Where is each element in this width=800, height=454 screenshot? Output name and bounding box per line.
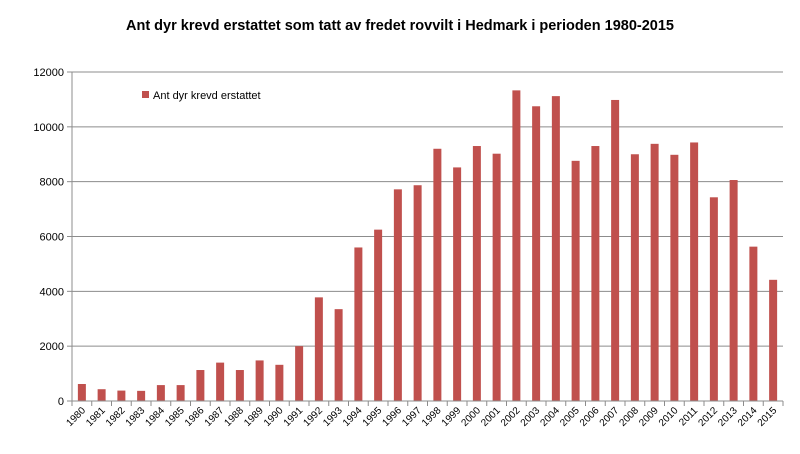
x-tick-label: 1982 <box>104 405 128 429</box>
x-tick-label: 2012 <box>696 405 720 429</box>
y-tick-label: 10000 <box>33 122 64 134</box>
bar-1993 <box>334 309 343 401</box>
bar-1992 <box>314 297 323 401</box>
bar-1983 <box>137 390 146 401</box>
y-tick-label: 2000 <box>40 341 64 353</box>
bar-1994 <box>354 247 363 401</box>
bar-2002 <box>512 90 521 401</box>
bar-1981 <box>97 389 106 401</box>
x-tick-label: 2001 <box>479 405 503 429</box>
bar-2009 <box>650 143 659 401</box>
x-tick-label: 2014 <box>736 405 760 429</box>
x-tick-label: 1990 <box>262 405 286 429</box>
x-tick-label: 1983 <box>124 405 148 429</box>
bar-2006 <box>591 146 600 401</box>
bar-1998 <box>433 148 442 401</box>
x-tick-label: 2006 <box>578 405 602 429</box>
x-tick-label: 1994 <box>341 405 365 429</box>
y-tick-label: 8000 <box>40 177 64 189</box>
x-tick-label: 2005 <box>558 405 582 429</box>
bar-1989 <box>255 360 264 401</box>
chart-title: Ant dyr krevd erstattet som tatt av fred… <box>126 18 674 34</box>
bar-2004 <box>551 96 560 402</box>
x-tick-label: 2002 <box>499 405 523 429</box>
bar-1996 <box>393 189 402 401</box>
bar-1997 <box>413 185 422 401</box>
x-tick-label: 1988 <box>222 405 246 429</box>
x-tick-label: 1999 <box>440 405 464 429</box>
bar-2012 <box>709 197 718 401</box>
x-tick-label: 1997 <box>400 405 424 429</box>
x-tick-label: 1989 <box>242 405 266 429</box>
x-tick-label: 2004 <box>538 405 562 429</box>
x-tick-label: 1991 <box>282 405 306 429</box>
bar-2014 <box>749 246 758 401</box>
bar-1982 <box>117 390 126 401</box>
x-tick-label: 1987 <box>203 405 227 429</box>
bar-2007 <box>611 99 620 401</box>
bar-2008 <box>630 154 639 401</box>
legend-label: Ant dyr krevd erstattet <box>153 90 261 102</box>
bar-2010 <box>670 154 679 401</box>
x-tick-label: 1993 <box>321 405 345 429</box>
gridlines <box>72 71 783 347</box>
bar-2013 <box>729 180 738 401</box>
y-tick-label: 12000 <box>33 67 64 79</box>
x-axis-ticks: 1980198119821983198419851986198719881989… <box>64 401 784 429</box>
y-tick-label: 4000 <box>40 286 64 298</box>
bar-2011 <box>690 142 699 402</box>
legend: Ant dyr krevd erstattet <box>142 90 261 102</box>
bar-1995 <box>374 229 383 401</box>
bars <box>77 90 778 402</box>
x-tick-label: 2009 <box>637 405 661 429</box>
bar-2005 <box>571 160 580 401</box>
bar-1985 <box>176 385 185 401</box>
bar-2000 <box>472 146 481 401</box>
x-tick-label: 2003 <box>519 405 543 429</box>
axes <box>71 72 783 402</box>
x-tick-label: 1981 <box>84 405 108 429</box>
y-tick-label: 0 <box>58 396 64 408</box>
x-tick-label: 2008 <box>617 405 641 429</box>
x-tick-label: 1992 <box>301 405 325 429</box>
bar-1990 <box>275 364 284 401</box>
legend-swatch <box>142 91 149 98</box>
y-axis-ticks: 0 2000 4000 6000 8000 10000 12000 <box>33 67 72 408</box>
bar-1986 <box>196 370 205 401</box>
bar-1988 <box>235 370 244 401</box>
x-tick-label: 1984 <box>143 405 167 429</box>
x-tick-label: 1986 <box>183 405 207 429</box>
bar-2003 <box>532 106 541 401</box>
bar-1991 <box>295 346 304 401</box>
x-tick-label: 2000 <box>459 405 483 429</box>
bar-2001 <box>492 153 501 401</box>
x-tick-label: 1980 <box>64 405 88 429</box>
x-tick-label: 1996 <box>380 405 404 429</box>
x-tick-label: 2007 <box>598 405 622 429</box>
y-tick-label: 6000 <box>40 232 64 244</box>
bar-2015 <box>769 279 778 401</box>
x-tick-label: 1998 <box>420 405 444 429</box>
x-tick-label: 2015 <box>756 405 780 429</box>
x-tick-label: 2010 <box>657 405 681 429</box>
x-tick-label: 1985 <box>163 405 187 429</box>
x-tick-label: 2013 <box>716 405 740 429</box>
bar-1999 <box>453 167 462 401</box>
x-tick-label: 2011 <box>677 405 700 428</box>
x-tick-label: 1995 <box>361 405 385 429</box>
bar-1984 <box>156 385 165 401</box>
bar-1980 <box>77 384 86 401</box>
bar-1987 <box>216 362 225 401</box>
